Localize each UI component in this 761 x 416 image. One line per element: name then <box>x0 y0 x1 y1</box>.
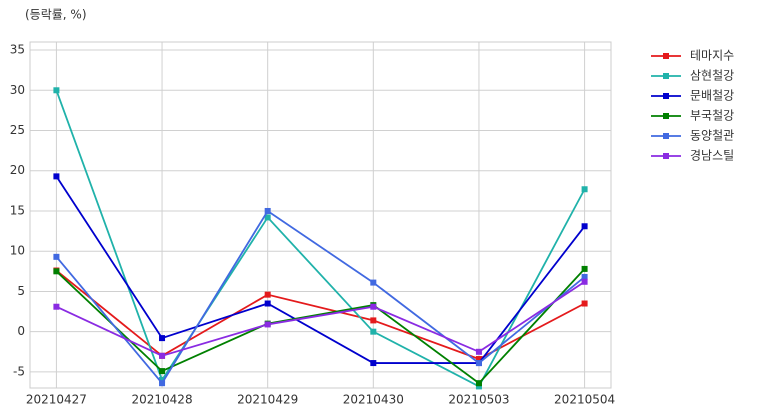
series-line <box>56 281 586 357</box>
y-tick-label: 30 <box>10 83 25 97</box>
data-point <box>53 303 60 310</box>
y-tick-label: 10 <box>10 244 25 258</box>
series-line <box>55 268 586 385</box>
legend-marker <box>663 113 669 119</box>
series-line <box>55 209 586 385</box>
data-point <box>581 273 588 280</box>
data-point <box>53 173 60 180</box>
x-tick-label: 20210503 <box>448 393 509 407</box>
legend-marker <box>663 93 669 99</box>
plot-frame <box>29 41 612 389</box>
legend-label: 테마지수 <box>690 49 734 63</box>
data-point <box>370 317 377 324</box>
data-point <box>53 87 60 94</box>
data-point <box>264 214 271 221</box>
data-point <box>475 380 482 387</box>
data-point <box>370 303 377 310</box>
y-tick-label: 15 <box>10 203 25 217</box>
y-tick-label: -5 <box>13 364 25 378</box>
data-point <box>370 328 377 335</box>
data-point <box>53 253 60 260</box>
data-point <box>264 207 271 214</box>
data-point <box>475 383 482 390</box>
data-point <box>581 265 588 272</box>
legend-marker <box>663 153 669 159</box>
legend-label: 동양철관 <box>690 129 734 143</box>
series-line <box>55 89 586 388</box>
legend-marker <box>663 73 669 79</box>
x-tick-label: 20210429 <box>237 393 298 407</box>
data-point <box>475 360 482 367</box>
annotation: (등락률, %) <box>25 8 87 22</box>
data-point <box>159 335 166 342</box>
y-tick-label: 35 <box>10 43 25 57</box>
data-point <box>159 376 166 383</box>
legend-label: 삼현철강 <box>690 69 734 83</box>
data-point <box>264 300 271 307</box>
x-tick-label: 20210430 <box>343 393 404 407</box>
data-point <box>581 278 588 285</box>
legend-marker <box>663 133 669 139</box>
x-tick-label: 20210428 <box>132 393 193 407</box>
legend-marker <box>663 53 669 59</box>
data-point <box>264 291 271 298</box>
legend-label: 경남스틸 <box>690 149 734 163</box>
y-tick-label: 25 <box>10 123 25 137</box>
data-point <box>475 348 482 355</box>
data-point <box>159 352 166 359</box>
legend-label: 부국철강 <box>690 109 734 123</box>
data-point <box>475 356 482 363</box>
data-point <box>159 380 166 387</box>
x-tick-label: 20210427 <box>26 393 87 407</box>
y-tick-label: 5 <box>17 284 25 298</box>
y-tick-label: 20 <box>10 163 25 177</box>
data-point <box>581 186 588 193</box>
legend-label: 문배철강 <box>690 89 734 103</box>
data-point <box>370 360 377 367</box>
data-point <box>581 300 588 307</box>
y-tick-label: 0 <box>17 324 25 338</box>
data-point <box>159 368 166 375</box>
data-point <box>581 223 588 230</box>
x-tick-label: 20210504 <box>554 393 615 407</box>
data-point <box>53 268 60 275</box>
data-point <box>264 321 271 328</box>
data-point <box>370 279 377 286</box>
